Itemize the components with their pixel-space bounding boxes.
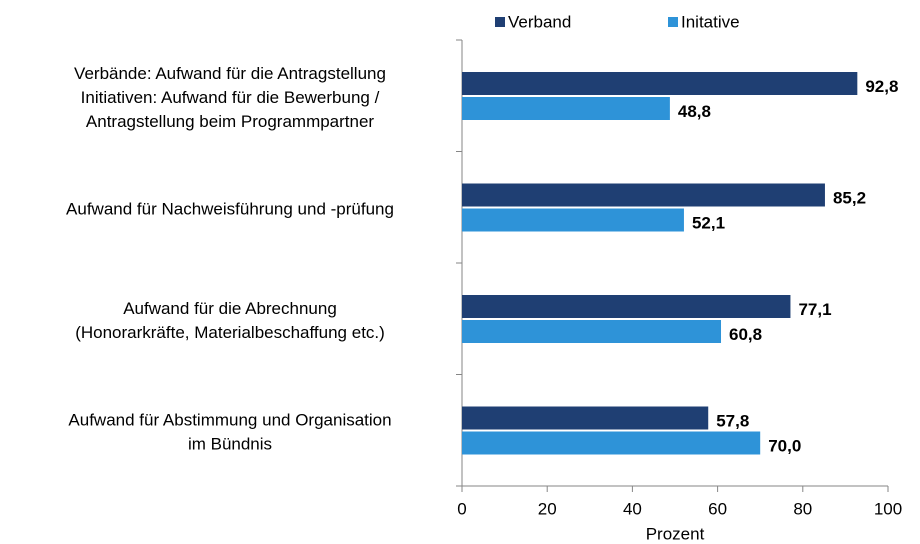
bar bbox=[462, 406, 709, 430]
x-axis-label: Prozent bbox=[646, 524, 705, 543]
value-label: 92,8 bbox=[865, 77, 898, 96]
value-label: 48,8 bbox=[678, 102, 711, 121]
category-label: Verbände: Aufwand für die Antragstellung bbox=[74, 64, 386, 83]
legend-swatch bbox=[495, 17, 505, 27]
x-tick-label: 80 bbox=[793, 499, 812, 518]
bar bbox=[462, 72, 858, 95]
x-tick-label: 100 bbox=[874, 499, 902, 518]
value-label: 60,8 bbox=[729, 325, 762, 344]
value-label: 52,1 bbox=[692, 213, 725, 232]
bar bbox=[462, 431, 761, 455]
value-label: 57,8 bbox=[716, 411, 749, 430]
x-tick-label: 60 bbox=[708, 499, 727, 518]
value-label: 70,0 bbox=[768, 436, 801, 455]
bar bbox=[462, 183, 825, 207]
category-label: Antragstellung beim Programmpartner bbox=[86, 112, 375, 131]
bar bbox=[462, 295, 791, 318]
category-label: Aufwand für die Abrechnung bbox=[123, 299, 337, 318]
category-label: Aufwand für Abstimmung und Organisation bbox=[68, 411, 391, 430]
x-tick-label: 20 bbox=[538, 499, 557, 518]
value-label: 85,2 bbox=[833, 188, 866, 207]
x-tick-label: 0 bbox=[457, 499, 466, 518]
legend-label: Verband bbox=[508, 12, 571, 31]
category-label: Initiativen: Aufwand für die Bewerbung / bbox=[81, 88, 380, 107]
value-label: 77,1 bbox=[798, 300, 831, 319]
category-label: im Bündnis bbox=[188, 435, 272, 454]
bar bbox=[462, 208, 684, 232]
category-label: (Honorarkräfte, Materialbeschaffung etc.… bbox=[75, 323, 385, 342]
bar bbox=[462, 320, 722, 343]
bar bbox=[462, 97, 670, 120]
x-tick-label: 40 bbox=[623, 499, 642, 518]
legend-swatch bbox=[668, 17, 678, 27]
legend-label: Initative bbox=[681, 12, 740, 31]
category-label: Aufwand für Nachweisführung und -prüfung bbox=[66, 200, 394, 219]
